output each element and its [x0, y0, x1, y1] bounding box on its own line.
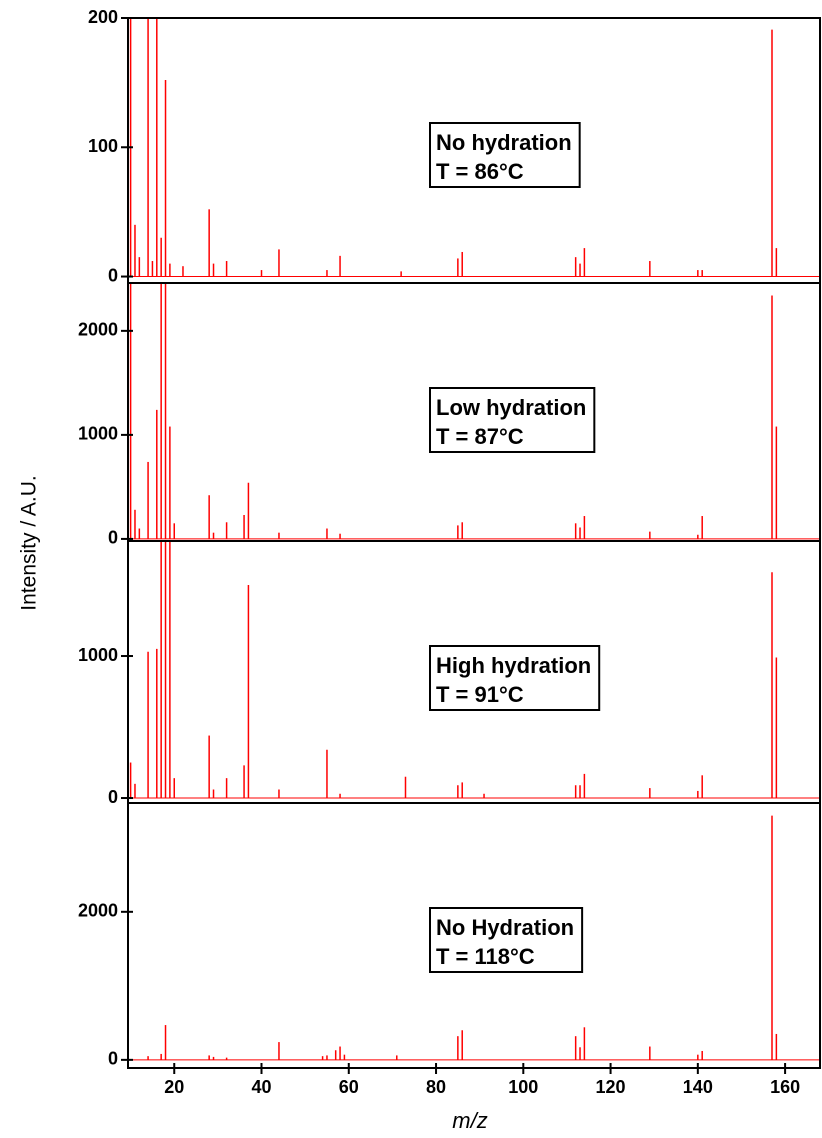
- y-tick-label: 2000: [78, 901, 118, 921]
- y-tick-label: 0: [108, 265, 118, 285]
- panel: [128, 541, 820, 799]
- panel-frame: [127, 802, 821, 1069]
- x-tick-label: 20: [164, 1077, 184, 1097]
- annotation-box: [429, 645, 601, 711]
- y-axis-label: Intensity / A.U.: [18, 475, 41, 610]
- y-tick-label: 0: [108, 1049, 118, 1069]
- y-tick-label: 200: [88, 7, 118, 27]
- annotation-box: [429, 122, 581, 188]
- y-tick-label: 100: [88, 136, 118, 156]
- x-tick-label: 140: [683, 1077, 713, 1097]
- x-tick-label: 160: [770, 1077, 800, 1097]
- y-tick-label: 0: [108, 787, 118, 807]
- x-tick-label: 40: [251, 1077, 271, 1097]
- panel: [128, 18, 820, 278]
- y-tick-label: 0: [108, 528, 118, 548]
- annotation-box: [429, 907, 584, 973]
- y-tick-label: 1000: [78, 645, 118, 665]
- x-tick-label: 60: [339, 1077, 359, 1097]
- y-tick-label: 2000: [78, 320, 118, 340]
- x-tick-label: 80: [426, 1077, 446, 1097]
- x-axis-label: m/z: [452, 1108, 487, 1133]
- y-tick-label: 1000: [78, 424, 118, 444]
- annotation-box: [429, 387, 596, 453]
- annotation-text: Low hydration: [436, 395, 586, 420]
- annotation-text: No hydration: [436, 130, 572, 155]
- annotation-text: High hydration: [436, 653, 591, 678]
- annotation-text: T = 118°C: [436, 944, 535, 969]
- x-tick-label: 100: [508, 1077, 538, 1097]
- x-tick-label: 120: [596, 1077, 626, 1097]
- panel: [128, 815, 820, 1061]
- annotation-text: T = 87°C: [436, 424, 524, 449]
- annotation-text: T = 86°C: [436, 159, 524, 184]
- panel: [128, 283, 820, 540]
- annotation-text: No Hydration: [436, 915, 574, 940]
- annotation-text: T = 91°C: [436, 682, 524, 707]
